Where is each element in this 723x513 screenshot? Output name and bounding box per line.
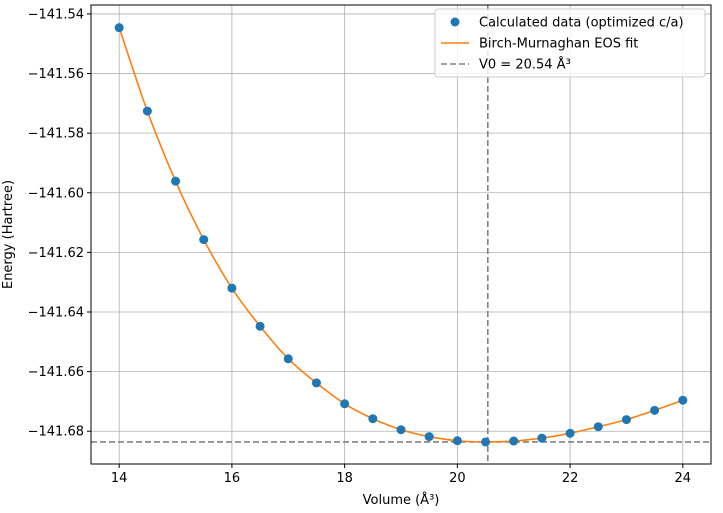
data-point	[311, 378, 321, 388]
fit-curve-layer	[118, 27, 684, 443]
y-tick-label: −141.58	[28, 127, 84, 142]
data-point	[396, 425, 406, 435]
data-point	[255, 321, 265, 331]
x-tick-label: 14	[111, 471, 128, 486]
data-points-layer	[114, 23, 688, 447]
y-tick-label: −141.54	[28, 7, 84, 22]
reference-lines	[91, 5, 711, 464]
x-tick-label: 16	[224, 471, 241, 486]
data-point	[452, 436, 462, 446]
data-point	[537, 433, 547, 443]
data-point	[171, 176, 181, 186]
x-tick-label: 24	[675, 471, 692, 486]
y-tick-label: −141.62	[28, 246, 84, 261]
eos-fit-curve	[118, 27, 684, 443]
x-tick-label: 22	[562, 471, 579, 486]
legend-label-calculated: Calculated data (optimized c/a)	[479, 16, 684, 31]
y-tick-label: −141.60	[28, 186, 84, 201]
data-point	[481, 437, 491, 447]
data-point	[621, 415, 631, 425]
data-point	[368, 414, 378, 424]
plot-frame	[90, 4, 712, 465]
data-point	[650, 405, 660, 415]
legend-label-v0: V0 = 20.54 Å³	[479, 57, 571, 73]
x-axis-label: Volume (Å³)	[363, 492, 440, 508]
y-tick-label: −141.64	[28, 305, 84, 320]
x-tick-label: 20	[449, 471, 466, 486]
y-tick-label: −141.66	[28, 365, 84, 380]
axis-ticks: 14 16 18 20 22 24 −141.54 −141.56 −141.58 −141.60…	[28, 7, 691, 486]
data-point	[227, 283, 237, 293]
x-tick-label: 18	[336, 471, 353, 486]
data-point	[283, 354, 293, 364]
y-tick-label: −141.68	[28, 425, 84, 440]
legend: Calculated data (optimized c/a) Birch-Mu…	[434, 8, 706, 78]
data-point	[340, 399, 350, 409]
data-point	[565, 428, 575, 438]
data-point	[199, 235, 209, 245]
legend-box	[434, 8, 706, 78]
data-point	[678, 395, 688, 405]
data-point	[424, 432, 434, 442]
data-point	[114, 23, 124, 33]
y-axis-label: Energy (Hartree)	[1, 180, 16, 289]
y-tick-label: −141.56	[28, 67, 84, 82]
data-point	[593, 422, 603, 432]
data-point	[509, 436, 519, 446]
data-point	[142, 106, 152, 116]
legend-label-fit: Birch-Murnaghan EOS fit	[479, 37, 638, 52]
legend-marker-calculated	[450, 17, 460, 27]
